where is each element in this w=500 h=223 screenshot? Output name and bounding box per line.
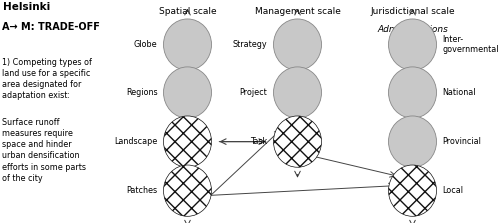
Text: Strategy: Strategy bbox=[233, 40, 268, 49]
Text: Administrations: Administrations bbox=[377, 25, 448, 33]
Text: Project: Project bbox=[240, 88, 268, 97]
Ellipse shape bbox=[164, 165, 212, 216]
Text: National: National bbox=[442, 88, 476, 97]
Text: 1) Competing types of
land use for a specific
area designated for
adaptation exi: 1) Competing types of land use for a spe… bbox=[2, 58, 92, 100]
Text: A→ M: TRADE-OFF: A→ M: TRADE-OFF bbox=[2, 22, 100, 32]
Ellipse shape bbox=[388, 67, 436, 118]
Text: Management scale: Management scale bbox=[254, 7, 340, 16]
Ellipse shape bbox=[274, 116, 322, 167]
Text: Regions: Regions bbox=[126, 88, 158, 97]
Text: Surface runoff
measures require
space and hinder
urban densification
efforts in : Surface runoff measures require space an… bbox=[2, 118, 86, 183]
Text: Inter-
governmental: Inter- governmental bbox=[442, 35, 499, 54]
Text: Helsinki: Helsinki bbox=[2, 2, 50, 12]
Text: Jurisdictional scale: Jurisdictional scale bbox=[370, 7, 455, 16]
Text: Task: Task bbox=[250, 137, 268, 146]
Text: Provincial: Provincial bbox=[442, 137, 482, 146]
Text: Spatial scale: Spatial scale bbox=[158, 7, 216, 16]
Ellipse shape bbox=[388, 165, 436, 216]
Text: Areas: Areas bbox=[174, 25, 201, 33]
Ellipse shape bbox=[388, 116, 436, 167]
Text: Plans: Plans bbox=[286, 25, 310, 33]
Ellipse shape bbox=[388, 19, 436, 70]
Ellipse shape bbox=[164, 116, 212, 167]
Ellipse shape bbox=[164, 19, 212, 70]
Text: Globe: Globe bbox=[134, 40, 158, 49]
Text: Patches: Patches bbox=[126, 186, 158, 195]
Ellipse shape bbox=[274, 19, 322, 70]
Text: Local: Local bbox=[442, 186, 464, 195]
Text: Landscape: Landscape bbox=[114, 137, 158, 146]
Ellipse shape bbox=[164, 67, 212, 118]
Ellipse shape bbox=[274, 67, 322, 118]
